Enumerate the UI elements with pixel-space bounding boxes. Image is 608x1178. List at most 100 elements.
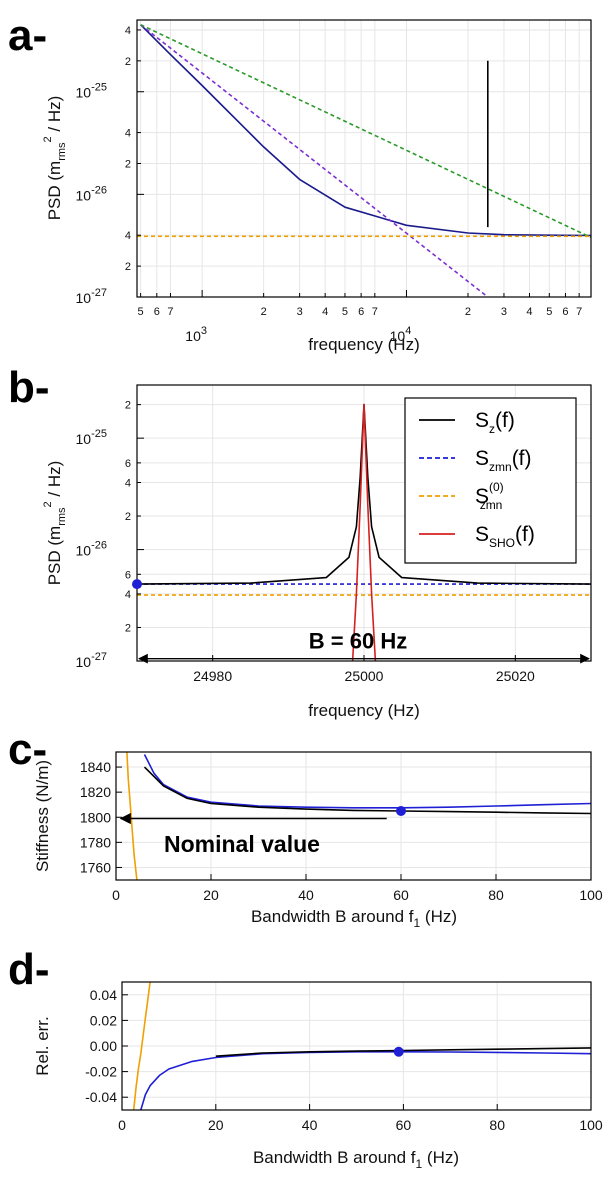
tick-label-c-y-3: 1820 <box>80 784 111 800</box>
legend-b-label-2-main: S <box>475 485 489 508</box>
tick-label-a-ymajor-0-base: 10 <box>76 290 92 306</box>
grid-a <box>137 20 591 298</box>
legend-b-label-3: SSHO(f) <box>475 523 535 550</box>
panel-letter-d: d- <box>8 945 50 994</box>
legend-b-label-0-main: S <box>475 409 489 432</box>
series-b <box>137 403 591 661</box>
tick-label-b-ymajor-2-base: 10 <box>76 431 92 447</box>
ylabel-a: PSD (mrms2 / Hz) <box>42 96 68 221</box>
ylabel-a-part-1: rms <box>56 142 68 161</box>
tick-label-a-yminor-1: 4 <box>125 230 131 242</box>
tick-label-a-xmajor-1-base: 10 <box>390 328 406 344</box>
frame-a <box>136 19 592 298</box>
panel-letter-a: a- <box>8 11 47 60</box>
tick-label-a-yminor-4: 2 <box>125 56 131 68</box>
legend-b-label-2-sup: (0) <box>489 480 504 494</box>
ylabel-b-part-2: 2 <box>42 501 54 507</box>
tick-label-b-x-0: 24980 <box>193 668 232 684</box>
c-series-2 <box>143 766 591 815</box>
frame-c <box>115 751 592 881</box>
tick-label-d-x-0: 0 <box>118 1117 126 1133</box>
legend-b-label-1-tail: (f) <box>512 447 532 470</box>
tick-label-a-xminor-0: 5 <box>138 306 144 318</box>
ticks-d: 0 20 40 60 80 100 -0.04 -0.02 0.00 0.02 0.04 <box>85 987 603 1133</box>
tick-label-b-ymajor-0-exp: -27 <box>91 651 107 663</box>
tick-label-b-ymajor-0: 10-27 <box>76 651 107 670</box>
tick-label-b-ymajor-0-base: 10 <box>76 654 92 670</box>
tick-label-d-x-5: 100 <box>579 1117 603 1133</box>
tick-label-c-x-2: 40 <box>298 887 314 903</box>
tick-label-a-xminor-10: 3 <box>501 306 507 318</box>
xlabel-d-part-0: Bandwidth B around f <box>253 1148 416 1167</box>
legend-b-label-1-main: S <box>475 447 489 470</box>
legend-b-label-0-tail: (f) <box>495 409 515 432</box>
tick-label-d-x-4: 80 <box>489 1117 505 1133</box>
tick-label-a-xmajor-0-exp: 3 <box>201 325 207 337</box>
annotation-c: Nominal value <box>119 805 406 857</box>
d-series-1 <box>140 1051 591 1110</box>
tick-label-b-yminor-0: 2 <box>125 622 131 634</box>
tick-label-d-y-0: -0.04 <box>85 1089 117 1105</box>
legend-b-label-3-tail: (f) <box>515 523 535 546</box>
tick-label-a-ymajor-2-base: 10 <box>76 85 92 101</box>
legend-b-label-3-main: S <box>475 523 489 546</box>
tick-label-a-ymajor-2-exp: -25 <box>91 82 107 94</box>
tick-label-a-xmajor-1: 104 <box>390 325 412 344</box>
xlabel-c-part-2: (Hz) <box>420 907 457 926</box>
ylabel-a-part-0: PSD (m <box>45 161 64 221</box>
tick-label-a-xminor-9: 2 <box>465 306 471 318</box>
tick-label-a-yminor-0: 2 <box>125 261 131 273</box>
panel-b: b- 24980 25000 25020246246210-2710-2610-25… <box>8 363 592 720</box>
panel-d: d- 0 20 40 60 80 100 -0.04 -0.02 0.00 0.02 0.04 Ba… <box>8 945 603 1171</box>
marker-c <box>396 805 406 816</box>
legend-b-label-0: Sz(f) <box>475 409 515 436</box>
tick-label-a-xmajor-0: 103 <box>185 325 207 344</box>
b-series-3 <box>351 403 377 661</box>
tick-label-a-yminor-5: 4 <box>125 25 131 37</box>
tick-label-d-x-1: 20 <box>208 1117 224 1133</box>
tick-label-d-x-3: 60 <box>396 1117 412 1133</box>
legend-b-label-1: Szmn(f) <box>475 447 532 474</box>
tick-label-a-xmajor-0-base: 10 <box>185 328 201 344</box>
d-series-0 <box>132 982 151 1110</box>
tick-label-c-y-2: 1800 <box>80 809 111 825</box>
tick-label-a-ymajor-0-exp: -27 <box>91 287 107 299</box>
tick-label-a-ymajor-0: 10-27 <box>76 287 107 306</box>
tick-label-a-xminor-3: 2 <box>261 306 267 318</box>
tick-label-b-ymajor-2-exp: -25 <box>91 428 107 440</box>
xlabel-d-part-1: 1 <box>416 1157 423 1171</box>
tick-label-c-x-0: 0 <box>112 887 120 903</box>
tick-label-c-y-4: 1840 <box>80 759 111 775</box>
tick-label-b-x-1: 25000 <box>345 668 384 684</box>
tick-label-a-ymajor-1: 10-26 <box>76 184 107 203</box>
ylabel-b: PSD (mrms2 / Hz) <box>42 461 68 586</box>
legend-b-label-2-sub: zmn <box>480 498 503 512</box>
tick-label-b-x-2: 25020 <box>496 668 535 684</box>
tick-label-b-yminor-1: 4 <box>125 589 131 601</box>
xlabel-c: Bandwidth B around f1 (Hz) <box>251 907 457 930</box>
tick-label-a-xminor-7: 6 <box>358 306 364 318</box>
panel-c: c- 0 20 40 60 80 100 1760 1780 1800 1820 1840 Nomi… <box>8 725 603 930</box>
tick-label-b-yminor-4: 4 <box>125 477 131 489</box>
grid-c <box>115 752 592 880</box>
tick-label-c-x-1: 20 <box>203 887 219 903</box>
grid-d <box>121 982 592 1110</box>
legend-b-label-3-sub: SHO <box>489 536 515 550</box>
legend-b-label-1-sub: zmn <box>489 460 512 474</box>
ylabel-d: Rel. err. <box>33 1016 52 1076</box>
tick-label-b-yminor-6: 2 <box>125 400 131 412</box>
tick-label-a-xminor-4: 3 <box>297 306 303 318</box>
tick-label-a-xminor-11: 4 <box>526 306 532 318</box>
tick-label-b-yminor-2: 6 <box>125 569 131 581</box>
tick-label-d-y-4: 0.04 <box>90 987 117 1003</box>
tick-label-c-x-3: 60 <box>393 887 409 903</box>
tick-label-a-yminor-2: 2 <box>125 158 131 170</box>
tick-label-a-yminor-3: 4 <box>125 128 131 140</box>
tick-label-a-xminor-13: 6 <box>562 306 568 318</box>
tick-label-a-xminor-2: 7 <box>167 306 173 318</box>
tick-label-c-x-4: 80 <box>488 887 504 903</box>
